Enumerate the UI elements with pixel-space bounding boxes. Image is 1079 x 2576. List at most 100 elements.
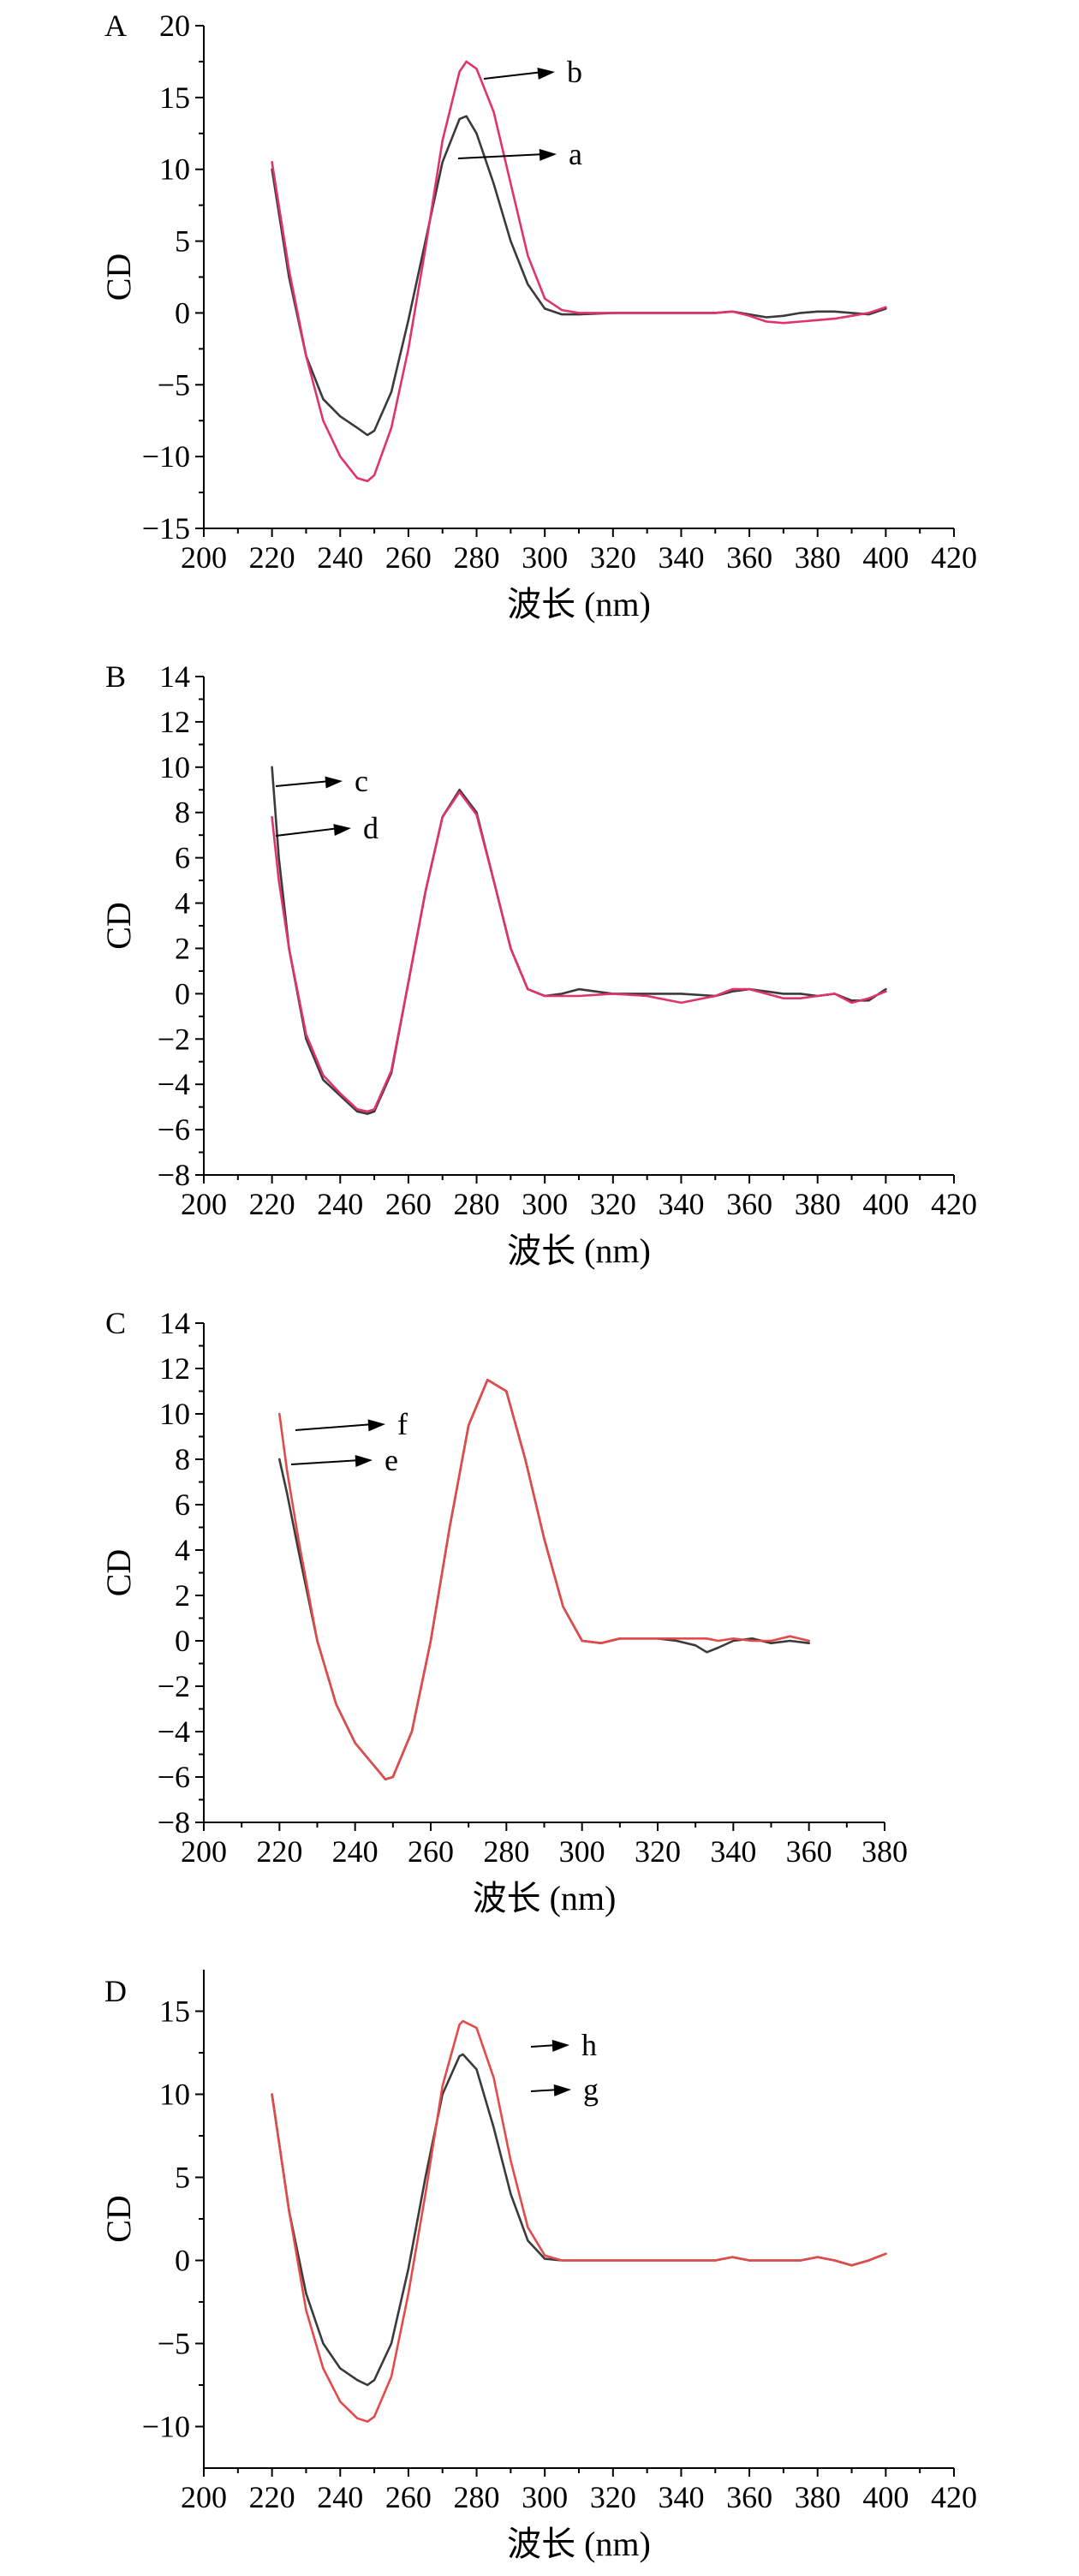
- annotation-label-c: c: [355, 764, 368, 798]
- y-tick-label: 12: [159, 705, 190, 739]
- y-axis-title: CD: [99, 253, 138, 301]
- x-tick-label: 220: [249, 1187, 295, 1221]
- series-line-d: [271, 790, 887, 1113]
- x-tick-label: 320: [590, 2480, 636, 2514]
- x-axis-title: 波长 (nm): [473, 1879, 617, 1917]
- panel-label: A: [104, 9, 127, 43]
- y-tick-label: −10: [142, 2410, 190, 2444]
- annotation-arrow-head: [539, 148, 557, 161]
- y-tick-label: 14: [159, 1306, 190, 1340]
- y-tick-label: 10: [159, 2078, 190, 2112]
- x-tick-label: 280: [454, 2480, 500, 2514]
- x-tick-label: 420: [931, 1187, 977, 1221]
- y-tick-label: 14: [159, 659, 190, 694]
- y-tick-label: 0: [175, 1624, 190, 1658]
- x-tick-label: 240: [332, 1834, 379, 1869]
- annotation-arrow-line: [295, 1423, 374, 1431]
- y-tick-label: 0: [175, 976, 190, 1011]
- y-tick-label: −6: [158, 1760, 190, 1794]
- y-tick-label: −5: [158, 2327, 190, 2361]
- series-line-a: [271, 115, 887, 437]
- y-tick-label: −10: [142, 439, 190, 474]
- annotation-label-d: d: [363, 811, 379, 845]
- series-line-b: [271, 60, 887, 483]
- chart-panel-a: 200 220 240 260 280 300 320 340 360 380 400 420−15−…: [99, 9, 977, 623]
- y-axis-title: CD: [99, 1549, 138, 1597]
- annotation-label-g: g: [583, 2072, 599, 2107]
- x-tick-label: 240: [317, 2480, 363, 2514]
- x-tick-label: 360: [786, 1834, 832, 1869]
- y-tick-label: 5: [175, 2161, 190, 2195]
- y-axis-title: CD: [99, 902, 138, 950]
- annotation-label-e: e: [385, 1443, 398, 1477]
- y-tick-label: 5: [175, 224, 190, 259]
- annotation-arrow-head: [367, 1419, 385, 1432]
- y-tick-label: 2: [175, 1578, 190, 1613]
- y-tick-label: −6: [158, 1112, 190, 1147]
- x-tick-label: 240: [317, 1187, 363, 1221]
- x-tick-label: 380: [795, 2480, 841, 2514]
- x-tick-label: 360: [726, 540, 772, 575]
- panel-label: D: [104, 1974, 127, 2008]
- y-tick-label: 0: [175, 295, 190, 330]
- series-line-f: [277, 1379, 811, 1780]
- y-tick-label: 12: [159, 1351, 190, 1386]
- y-tick-label: −2: [158, 1022, 190, 1056]
- y-tick-label: −4: [158, 1067, 190, 1101]
- chart-panel-c: 200 220 240 260 280 300 320 340 360 380 −8 −6 −4 −2 0 2…: [99, 1306, 908, 1917]
- x-tick-label: 200: [181, 1834, 227, 1869]
- series-line-g: [271, 2053, 887, 2387]
- panel-label: B: [105, 659, 126, 694]
- y-tick-label: 10: [159, 750, 190, 784]
- y-tick-label: 15: [159, 1995, 190, 2029]
- annotation-label-h: h: [581, 2028, 597, 2062]
- chart-panel-d: 200 220 240 260 280 300 320 340 360 380 400 420 −10 −…: [99, 1970, 977, 2563]
- y-axis-title: CD: [99, 2195, 138, 2243]
- x-tick-label: 220: [256, 1834, 302, 1869]
- annotation-arrow-line: [290, 1459, 361, 1465]
- x-tick-label: 340: [658, 2480, 704, 2514]
- x-tick-label: 400: [862, 2480, 909, 2514]
- x-tick-label: 280: [483, 1834, 529, 1869]
- x-tick-label: 420: [931, 540, 977, 575]
- x-tick-label: 340: [710, 1834, 756, 1869]
- x-tick-label: 240: [317, 540, 363, 575]
- x-tick-label: 300: [559, 1834, 605, 1869]
- x-tick-label: 320: [590, 540, 636, 575]
- x-tick-label: 340: [658, 1187, 704, 1221]
- x-tick-label: 320: [590, 1187, 636, 1221]
- annotation-arrow-head: [551, 2039, 569, 2052]
- x-tick-label: 380: [795, 1187, 841, 1221]
- x-tick-label: 200: [181, 2480, 227, 2514]
- x-tick-label: 420: [931, 2480, 977, 2514]
- annotation-arrow-line: [275, 827, 340, 837]
- annotation-arrow-line: [457, 153, 545, 159]
- y-tick-label: −2: [158, 1669, 190, 1703]
- y-tick-label: 6: [175, 841, 190, 875]
- annotation-arrow-line: [275, 780, 331, 787]
- y-tick-label: −8: [158, 1805, 190, 1840]
- x-tick-label: 280: [454, 1187, 500, 1221]
- chart-panel-b: 200 220 240 260 280 300 320 340 360 380 400 420−8−6…: [99, 659, 977, 1270]
- y-tick-label: −8: [158, 1158, 190, 1192]
- y-tick-label: −4: [158, 1714, 190, 1749]
- y-tick-label: 20: [159, 9, 190, 43]
- x-axis-title: 波长 (nm): [507, 2525, 651, 2563]
- x-tick-label: 400: [862, 540, 909, 575]
- series-line-h: [271, 2019, 887, 2423]
- y-tick-label: 10: [159, 152, 190, 187]
- y-tick-label: 10: [159, 1397, 190, 1431]
- y-tick-label: 8: [175, 1442, 190, 1476]
- x-tick-label: 200: [181, 540, 227, 575]
- annotation-arrow-line: [483, 71, 544, 80]
- x-tick-label: 400: [862, 1187, 909, 1221]
- x-tick-label: 220: [249, 540, 295, 575]
- series-line-e: [277, 1379, 811, 1780]
- annotation-arrow-head: [333, 824, 351, 836]
- annotation-label-f: f: [397, 1407, 408, 1441]
- x-tick-label: 260: [385, 1187, 432, 1221]
- y-tick-label: 4: [175, 1533, 190, 1567]
- x-tick-label: 300: [522, 540, 568, 575]
- y-tick-label: 15: [159, 80, 190, 115]
- x-tick-label: 260: [385, 2480, 432, 2514]
